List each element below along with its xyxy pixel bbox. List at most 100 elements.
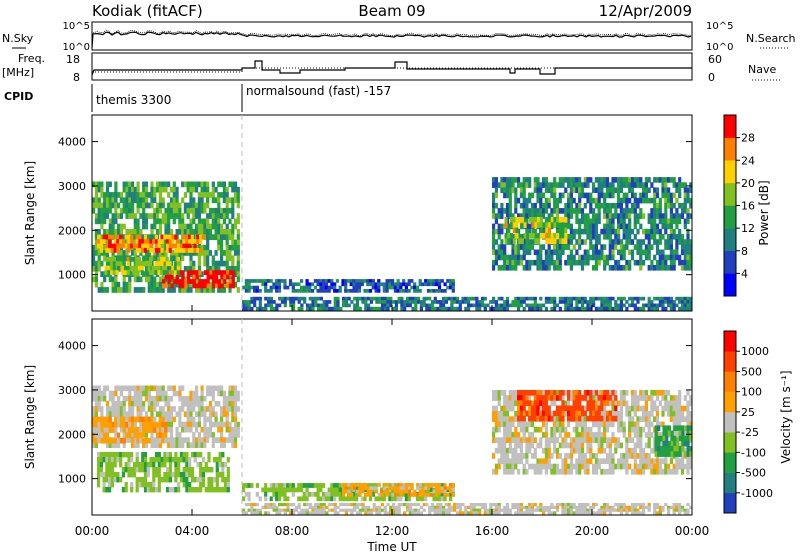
heatmap-cell — [594, 405, 598, 412]
heatmap-cell — [225, 255, 229, 262]
heatmap-cell — [222, 281, 226, 288]
heatmap-cell — [278, 303, 282, 308]
heatmap-cell — [104, 256, 108, 262]
heatmap-cell — [558, 227, 562, 234]
heatmap-cell — [156, 411, 160, 417]
heatmap-cell — [586, 249, 590, 256]
heatmap-cell — [110, 243, 114, 249]
heatmap-cell — [280, 483, 284, 488]
heatmap-cell — [511, 244, 515, 250]
heatmap-cell — [117, 287, 121, 293]
heatmap-cell — [275, 483, 279, 488]
heatmap-cell — [503, 177, 507, 183]
heatmap-cell — [244, 503, 248, 507]
heatmap-cell — [247, 503, 251, 507]
heatmap-cell — [683, 239, 687, 245]
heatmap-cell — [642, 228, 646, 235]
heatmap-cell — [432, 282, 436, 287]
heatmap-cell — [530, 213, 535, 219]
nsky-right-tick-bottom: 10^0 — [706, 42, 733, 53]
heatmap-cell — [142, 186, 146, 193]
heatmap-cell — [500, 306, 504, 311]
heatmap-cell — [444, 300, 448, 304]
heatmap-cell — [372, 306, 376, 311]
heatmap-cell — [197, 411, 201, 417]
heatmap-cell — [122, 416, 126, 423]
heatmap-cell — [472, 511, 476, 515]
heatmap-cell — [250, 505, 254, 509]
heatmap-cell — [639, 511, 643, 515]
heatmap-cell — [661, 177, 665, 183]
heatmap-cell — [642, 296, 646, 301]
heatmap-cell — [443, 282, 447, 287]
heatmap-cell — [144, 421, 148, 428]
heatmap-cell — [358, 486, 362, 491]
heatmap-cell — [292, 508, 296, 512]
heatmap-cell — [497, 254, 501, 261]
heatmap-cell — [214, 197, 218, 204]
heatmap-cell — [542, 182, 546, 188]
heatmap-cell — [605, 192, 610, 199]
heatmap-cell — [686, 239, 690, 245]
heatmap-cell — [514, 416, 518, 422]
heatmap-cell — [547, 265, 551, 271]
heatmap-cell — [131, 401, 135, 407]
heatmap-cell — [539, 303, 543, 308]
heatmap-cell — [147, 421, 151, 428]
heatmap-cell — [575, 458, 579, 465]
heatmap-cell — [114, 276, 118, 283]
heatmap-cell — [450, 303, 454, 308]
heatmap-cell — [125, 426, 129, 433]
heatmap-cell — [553, 192, 557, 199]
heatmap-cell — [505, 259, 510, 266]
heatmap-cell — [639, 197, 643, 204]
heatmap-cell — [689, 303, 693, 308]
heatmap-cell — [511, 405, 515, 412]
heatmap-cell — [678, 254, 682, 261]
heatmap-cell — [600, 508, 604, 512]
heatmap-cell — [611, 218, 615, 225]
heatmap-cell — [500, 442, 504, 449]
heatmap-cell — [226, 457, 230, 463]
heatmap-cell — [196, 234, 200, 240]
heatmap-cell — [171, 239, 175, 244]
heatmap-cell — [203, 207, 207, 214]
heatmap-cell — [215, 472, 219, 478]
heatmap-cell — [220, 181, 224, 188]
heatmap-cell — [396, 289, 400, 293]
heatmap-cell — [167, 406, 171, 412]
heatmap-cell — [625, 244, 629, 250]
heatmap-cell — [421, 496, 425, 502]
heatmap-cell — [224, 477, 228, 483]
heatmap-cell — [170, 274, 174, 280]
heatmap-cell — [617, 202, 621, 209]
heatmap-cell — [167, 266, 171, 272]
heatmap-cell — [636, 244, 640, 250]
heatmap-cell — [178, 270, 182, 275]
heatmap-cell — [432, 489, 436, 494]
heatmap-cell — [664, 228, 668, 235]
heatmap-cell — [542, 222, 546, 228]
heatmap-cell — [92, 427, 96, 433]
heatmap-cell — [94, 234, 98, 240]
heatmap-cell — [130, 487, 134, 493]
heatmap-cell — [208, 416, 213, 423]
heatmap-cell — [683, 192, 687, 199]
heatmap-cell — [197, 421, 201, 428]
heatmap-cell — [169, 432, 174, 438]
heatmap-cell — [371, 285, 375, 290]
heatmap-cell — [182, 457, 186, 463]
heatmap-cell — [217, 213, 221, 219]
heatmap-cell — [497, 249, 501, 256]
heatmap-cell — [483, 296, 487, 301]
heatmap-cell — [561, 244, 565, 250]
heatmap-cell — [244, 285, 248, 290]
heatmap-cell — [611, 508, 615, 512]
heatmap-cell — [225, 223, 229, 230]
heatmap-cell — [617, 197, 621, 204]
heatmap-cell — [544, 296, 548, 301]
heatmap-cell — [517, 405, 521, 412]
heatmap-cell — [119, 234, 123, 240]
heatmap-cell — [569, 306, 573, 311]
